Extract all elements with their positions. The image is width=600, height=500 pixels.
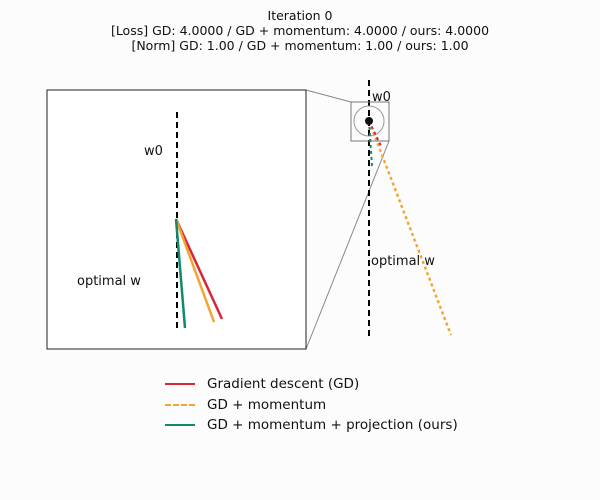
zoom-connector-bottom xyxy=(305,140,390,350)
main-ours-path xyxy=(368,120,373,167)
iteration-title: Iteration 0 xyxy=(267,8,333,23)
loss-title: [Loss] GD: 4.0000 / GD + momentum: 4.000… xyxy=(110,23,490,38)
inset-optimal-label: optimal w xyxy=(77,274,141,289)
title-block: Iteration 0 [Loss] GD: 4.0000 / GD + mom… xyxy=(0,8,600,53)
inset-ours-path xyxy=(174,218,187,329)
legend-swatch-momentum xyxy=(165,403,195,406)
legend-item-momentum: GD + momentum xyxy=(165,395,458,416)
w0-marker xyxy=(365,117,373,125)
main-w0-label: w0 xyxy=(372,90,391,105)
legend-item-gd: Gradient descent (GD) xyxy=(165,374,458,395)
legend: Gradient descent (GD) GD + momentum GD +… xyxy=(165,374,458,436)
main-gd-path xyxy=(368,120,382,147)
main-optimal-label: optimal w xyxy=(371,254,435,269)
legend-swatch-gd xyxy=(165,383,195,386)
legend-label-momentum: GD + momentum xyxy=(207,396,327,413)
legend-item-ours: GD + momentum + projection (ours) xyxy=(165,415,458,436)
norm-title: [Norm] GD: 1.00 / GD + momentum: 1.00 / … xyxy=(131,38,469,53)
legend-label-gd: Gradient descent (GD) xyxy=(207,376,360,393)
inset-momentum-path xyxy=(174,218,216,323)
zoom-connector-top xyxy=(305,89,352,103)
legend-swatch-ours xyxy=(165,424,195,427)
inset-w0-label: w0 xyxy=(144,144,163,159)
main-momentum-path xyxy=(367,120,453,336)
legend-label-ours: GD + momentum + projection (ours) xyxy=(207,417,458,434)
inset-gd-path xyxy=(174,218,224,320)
